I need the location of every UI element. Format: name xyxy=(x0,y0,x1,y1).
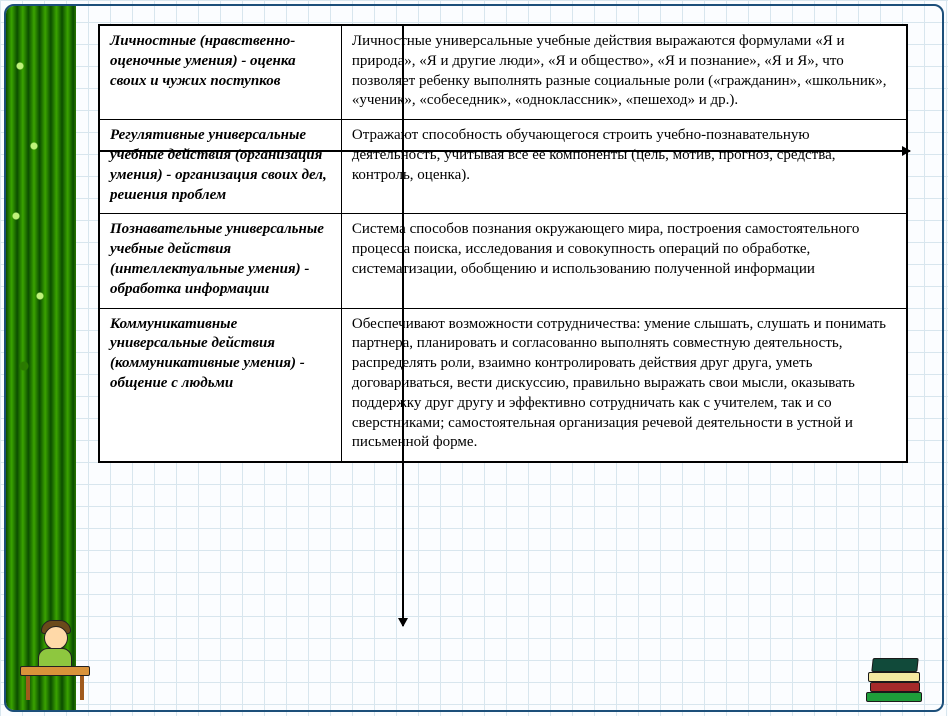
table-row: Познавательные универсальные учебные дей… xyxy=(99,214,907,308)
uud-category-cell: Коммуникативные универсальные действия (… xyxy=(99,308,341,462)
arrow-down-icon xyxy=(402,24,404,626)
uud-category-cell: Познавательные универсальные учебные дей… xyxy=(99,214,341,308)
uud-category-cell: Регулятивные универсальные учебные дейст… xyxy=(99,120,341,214)
uud-description-cell: Отражают способность обучающегося строит… xyxy=(341,120,907,214)
table-row: Коммуникативные универсальные действия (… xyxy=(99,308,907,462)
uud-description-cell: Личностные универсальные учебные действи… xyxy=(341,25,907,120)
student-at-desk-icon xyxy=(16,622,96,702)
books-icon xyxy=(860,644,930,702)
uud-description-cell: Обеспечивают возможности сотрудничества:… xyxy=(341,308,907,462)
arrow-right-icon xyxy=(98,150,910,152)
left-curtain-decor xyxy=(6,6,76,710)
uud-description-cell: Система способов познания окружающего ми… xyxy=(341,214,907,308)
uud-table-wrapper: Личностные (нравственно-оценочные умения… xyxy=(98,24,908,463)
table-row: Регулятивные универсальные учебные дейст… xyxy=(99,120,907,214)
uud-category-cell: Личностные (нравственно-оценочные умения… xyxy=(99,25,341,120)
table-row: Личностные (нравственно-оценочные умения… xyxy=(99,25,907,120)
uud-table: Личностные (нравственно-оценочные умения… xyxy=(98,24,908,463)
